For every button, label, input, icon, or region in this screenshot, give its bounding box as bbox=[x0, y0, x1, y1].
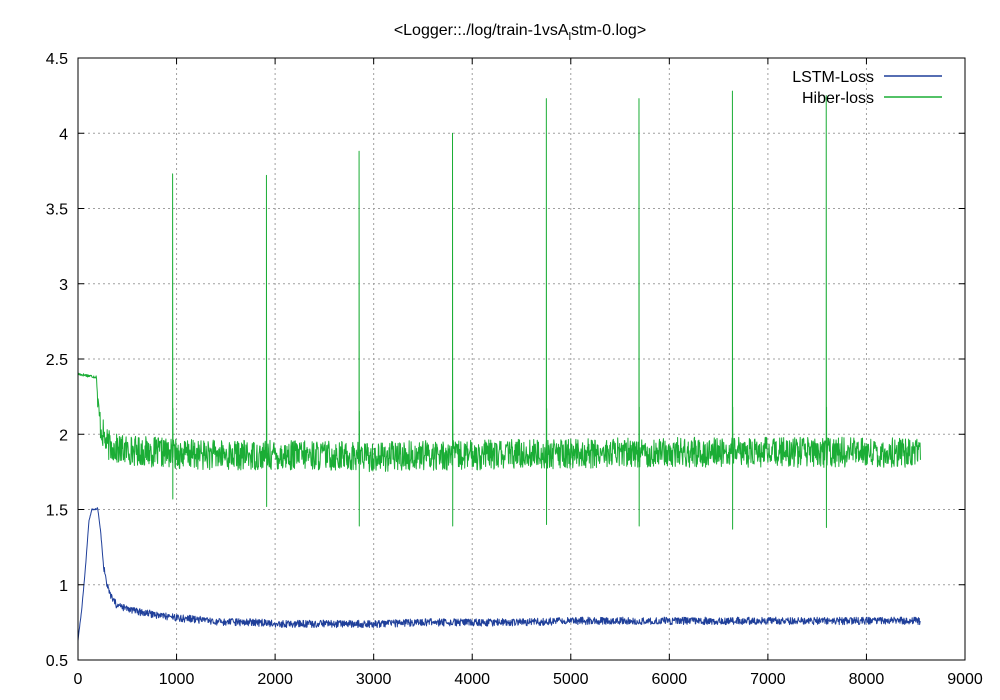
axis-ticks: 0 1000 2000 3000 4000 5000 6000 7000 8000 9000 0.5… bbox=[46, 51, 983, 688]
y-tick-label: 2.5 bbox=[46, 352, 68, 369]
x-tick-label: 5000 bbox=[553, 671, 589, 688]
legend-label: LSTM-Loss bbox=[792, 69, 874, 86]
x-tick-label: 1000 bbox=[159, 671, 195, 688]
x-tick-label: 3000 bbox=[356, 671, 392, 688]
plot-frame bbox=[77, 57, 966, 661]
chart-title: <Logger::./log/train-1vsAlstm-0.log> bbox=[394, 22, 646, 43]
series-layer bbox=[77, 90, 921, 641]
legend: LSTM-Loss Hiber-loss bbox=[792, 69, 942, 107]
series-line-lstm-loss bbox=[77, 507, 921, 641]
y-tick-label: 2 bbox=[59, 427, 68, 444]
y-tick-label: 4 bbox=[59, 126, 68, 143]
legend-label: Hiber-loss bbox=[802, 90, 874, 107]
x-tick-label: 8000 bbox=[849, 671, 885, 688]
y-tick-label: 4.5 bbox=[46, 51, 68, 68]
y-tick-label: 3 bbox=[59, 277, 68, 294]
grid bbox=[78, 58, 965, 660]
x-tick-label: 2000 bbox=[257, 671, 293, 688]
x-tick-label: 4000 bbox=[454, 671, 490, 688]
series-line-hiber-loss bbox=[77, 90, 921, 530]
y-tick-label: 1 bbox=[59, 578, 68, 595]
x-tick-label: 7000 bbox=[750, 671, 786, 688]
x-tick-label: 9000 bbox=[947, 671, 983, 688]
y-tick-label: 3.5 bbox=[46, 202, 68, 219]
y-tick-label: 0.5 bbox=[46, 653, 68, 670]
x-tick-label: 6000 bbox=[652, 671, 688, 688]
y-tick-label: 1.5 bbox=[46, 503, 68, 520]
x-tick-label: 0 bbox=[74, 671, 83, 688]
